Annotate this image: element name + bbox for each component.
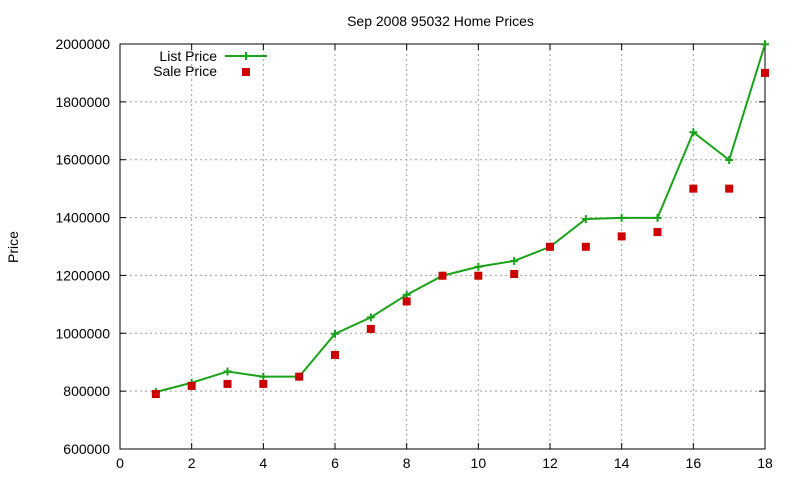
x-tick-label: 16 — [686, 455, 702, 471]
y-axis-label: Price — [5, 231, 21, 263]
sale-price-point — [474, 271, 483, 280]
list-price-point — [223, 367, 232, 376]
sale-price-point — [617, 232, 626, 241]
sale-price-point — [581, 242, 590, 251]
legend-label-list-price: List Price — [159, 48, 217, 64]
sale-price-point — [653, 228, 662, 237]
sale-price-point — [510, 269, 519, 278]
list-price-point — [689, 128, 698, 137]
sale-price-point — [689, 184, 698, 193]
y-tick-labels: 600000 800000 1000000 1200000 1400000 1600000… — [55, 36, 110, 457]
x-tick-labels: 0 2 4 6 8 10 12 14 16 18 — [116, 455, 773, 471]
y-tick-label: 1800000 — [55, 94, 110, 110]
list-price-point — [653, 213, 662, 222]
list-price-point — [510, 256, 519, 265]
legend-marker-list-price — [242, 52, 250, 60]
x-tick-label: 14 — [614, 455, 630, 471]
x-tick-label: 12 — [542, 455, 558, 471]
sale-price-point — [725, 184, 734, 193]
list-price-point — [617, 213, 626, 222]
sale-price-point — [295, 372, 304, 381]
sale-price-point — [151, 390, 160, 399]
y-tick-label: 800000 — [63, 383, 110, 399]
list-price-point — [725, 156, 734, 165]
sale-price-point — [438, 271, 447, 280]
x-tick-label: 10 — [471, 455, 487, 471]
list-price-point — [259, 372, 268, 381]
list-price-line — [155, 43, 766, 393]
sale-price-point — [187, 381, 196, 390]
x-tick-label: 6 — [331, 455, 339, 471]
list-price-point — [761, 40, 769, 49]
sale-price-point — [366, 324, 375, 333]
x-tick-label: 2 — [188, 455, 196, 471]
axis-ticks — [119, 43, 766, 450]
y-tick-label: 1400000 — [55, 210, 110, 226]
y-tick-label: 600000 — [63, 441, 110, 457]
chart-title: Sep 2008 95032 Home Prices — [347, 13, 534, 29]
list-price-point — [474, 262, 483, 271]
grid — [120, 44, 765, 449]
sale-price-point — [402, 297, 411, 306]
sale-price-point — [331, 350, 339, 359]
plot-border — [119, 43, 766, 450]
series — [151, 40, 769, 399]
y-tick-label: 2000000 — [55, 36, 110, 52]
legend-marker-sale-price — [242, 68, 250, 76]
x-tick-label: 0 — [116, 455, 124, 471]
sale-price-point — [761, 68, 769, 77]
sale-price-point — [223, 379, 232, 388]
sale-price-point — [546, 242, 554, 251]
list-price-point — [581, 215, 590, 224]
list-price-point — [331, 329, 339, 338]
legend: List Price Sale Price — [153, 48, 267, 79]
x-tick-label: 8 — [403, 455, 411, 471]
list-price-point — [366, 313, 375, 322]
y-tick-label: 1200000 — [55, 267, 110, 283]
legend-label-sale-price: Sale Price — [153, 63, 217, 79]
x-tick-label: 18 — [757, 455, 773, 471]
x-tick-label: 4 — [259, 455, 267, 471]
sale-price-point — [259, 379, 268, 388]
y-tick-label: 1600000 — [55, 152, 110, 168]
y-tick-label: 1000000 — [55, 325, 110, 341]
